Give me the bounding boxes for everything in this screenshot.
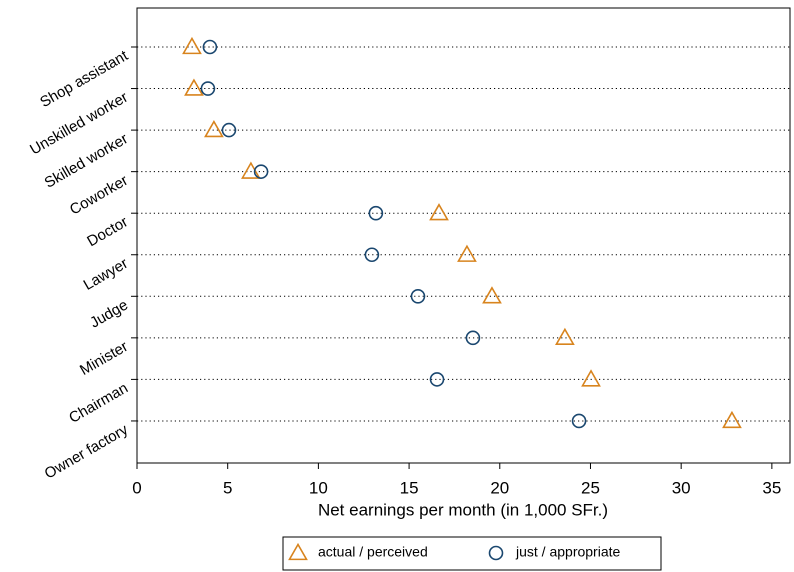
data-point bbox=[429, 203, 449, 221]
data-point bbox=[465, 330, 481, 346]
data-point bbox=[429, 372, 445, 387]
data-point bbox=[722, 410, 742, 429]
x-tick-label: 0 bbox=[132, 478, 141, 497]
x-tick-label: 35 bbox=[762, 478, 781, 497]
data-point bbox=[368, 205, 384, 221]
legend-marker bbox=[288, 542, 308, 561]
plot-frame bbox=[136, 7, 791, 464]
data-point bbox=[184, 78, 204, 96]
x-tick-label: 15 bbox=[400, 478, 419, 497]
x-tick-label: 5 bbox=[223, 478, 232, 497]
data-point bbox=[457, 244, 477, 262]
legend-label: actual / perceived bbox=[318, 544, 428, 560]
legend-marker bbox=[488, 545, 504, 561]
data-point bbox=[202, 39, 218, 55]
x-tick-label: 10 bbox=[309, 478, 328, 497]
legend-box bbox=[282, 536, 662, 571]
x-tick-label: 20 bbox=[490, 478, 509, 497]
data-point bbox=[555, 327, 575, 346]
x-axis-label: Net earnings per month (in 1,000 SFr.) bbox=[318, 500, 608, 519]
data-point bbox=[410, 288, 426, 304]
data-point bbox=[253, 164, 269, 179]
data-point bbox=[571, 413, 587, 429]
data-point bbox=[581, 369, 601, 387]
data-point bbox=[182, 36, 202, 55]
x-tick-label: 25 bbox=[581, 478, 600, 497]
data-point bbox=[364, 247, 380, 263]
data-point bbox=[200, 81, 216, 96]
legend-label: just / appropriate bbox=[515, 544, 620, 560]
data-point bbox=[482, 286, 502, 304]
data-point bbox=[204, 119, 224, 138]
x-tick-label: 30 bbox=[672, 478, 691, 497]
data-point bbox=[221, 122, 237, 138]
